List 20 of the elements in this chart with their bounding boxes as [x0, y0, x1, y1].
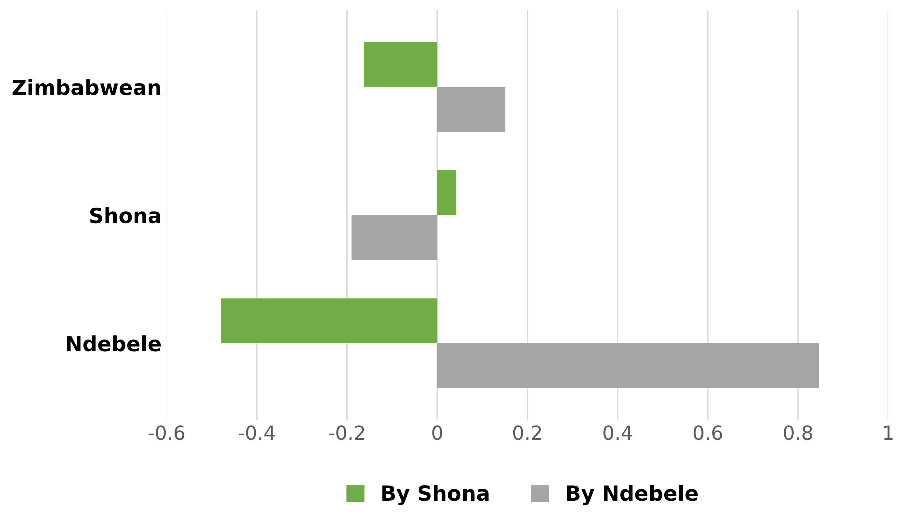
- legend-label: By Shona: [382, 485, 489, 506]
- x-tick-label: 0.4: [604, 426, 632, 440]
- x-tick-label: -0.2: [329, 426, 364, 440]
- x-tick-label: 0.2: [513, 426, 542, 440]
- x-tick-label: 0.6: [694, 426, 722, 440]
- x-tick-label: -0.6: [148, 426, 185, 440]
- x-tick-label: 1: [884, 426, 893, 440]
- y-tick-label: Zimbabwean: [12, 79, 160, 96]
- bar: [437, 344, 820, 388]
- bar: [364, 42, 438, 88]
- y-tick-label: Ndebele: [67, 336, 161, 352]
- bar: [352, 215, 438, 260]
- bar: [437, 170, 456, 216]
- legend-label: By Ndebele: [567, 485, 698, 506]
- bar: [437, 87, 506, 132]
- x-tick-label: 0: [432, 426, 442, 440]
- bar: [221, 298, 438, 344]
- y-tick-label: Shona: [90, 207, 160, 224]
- x-tick-label: 0.8: [784, 426, 812, 440]
- x-tick-label: -0.4: [239, 426, 275, 440]
